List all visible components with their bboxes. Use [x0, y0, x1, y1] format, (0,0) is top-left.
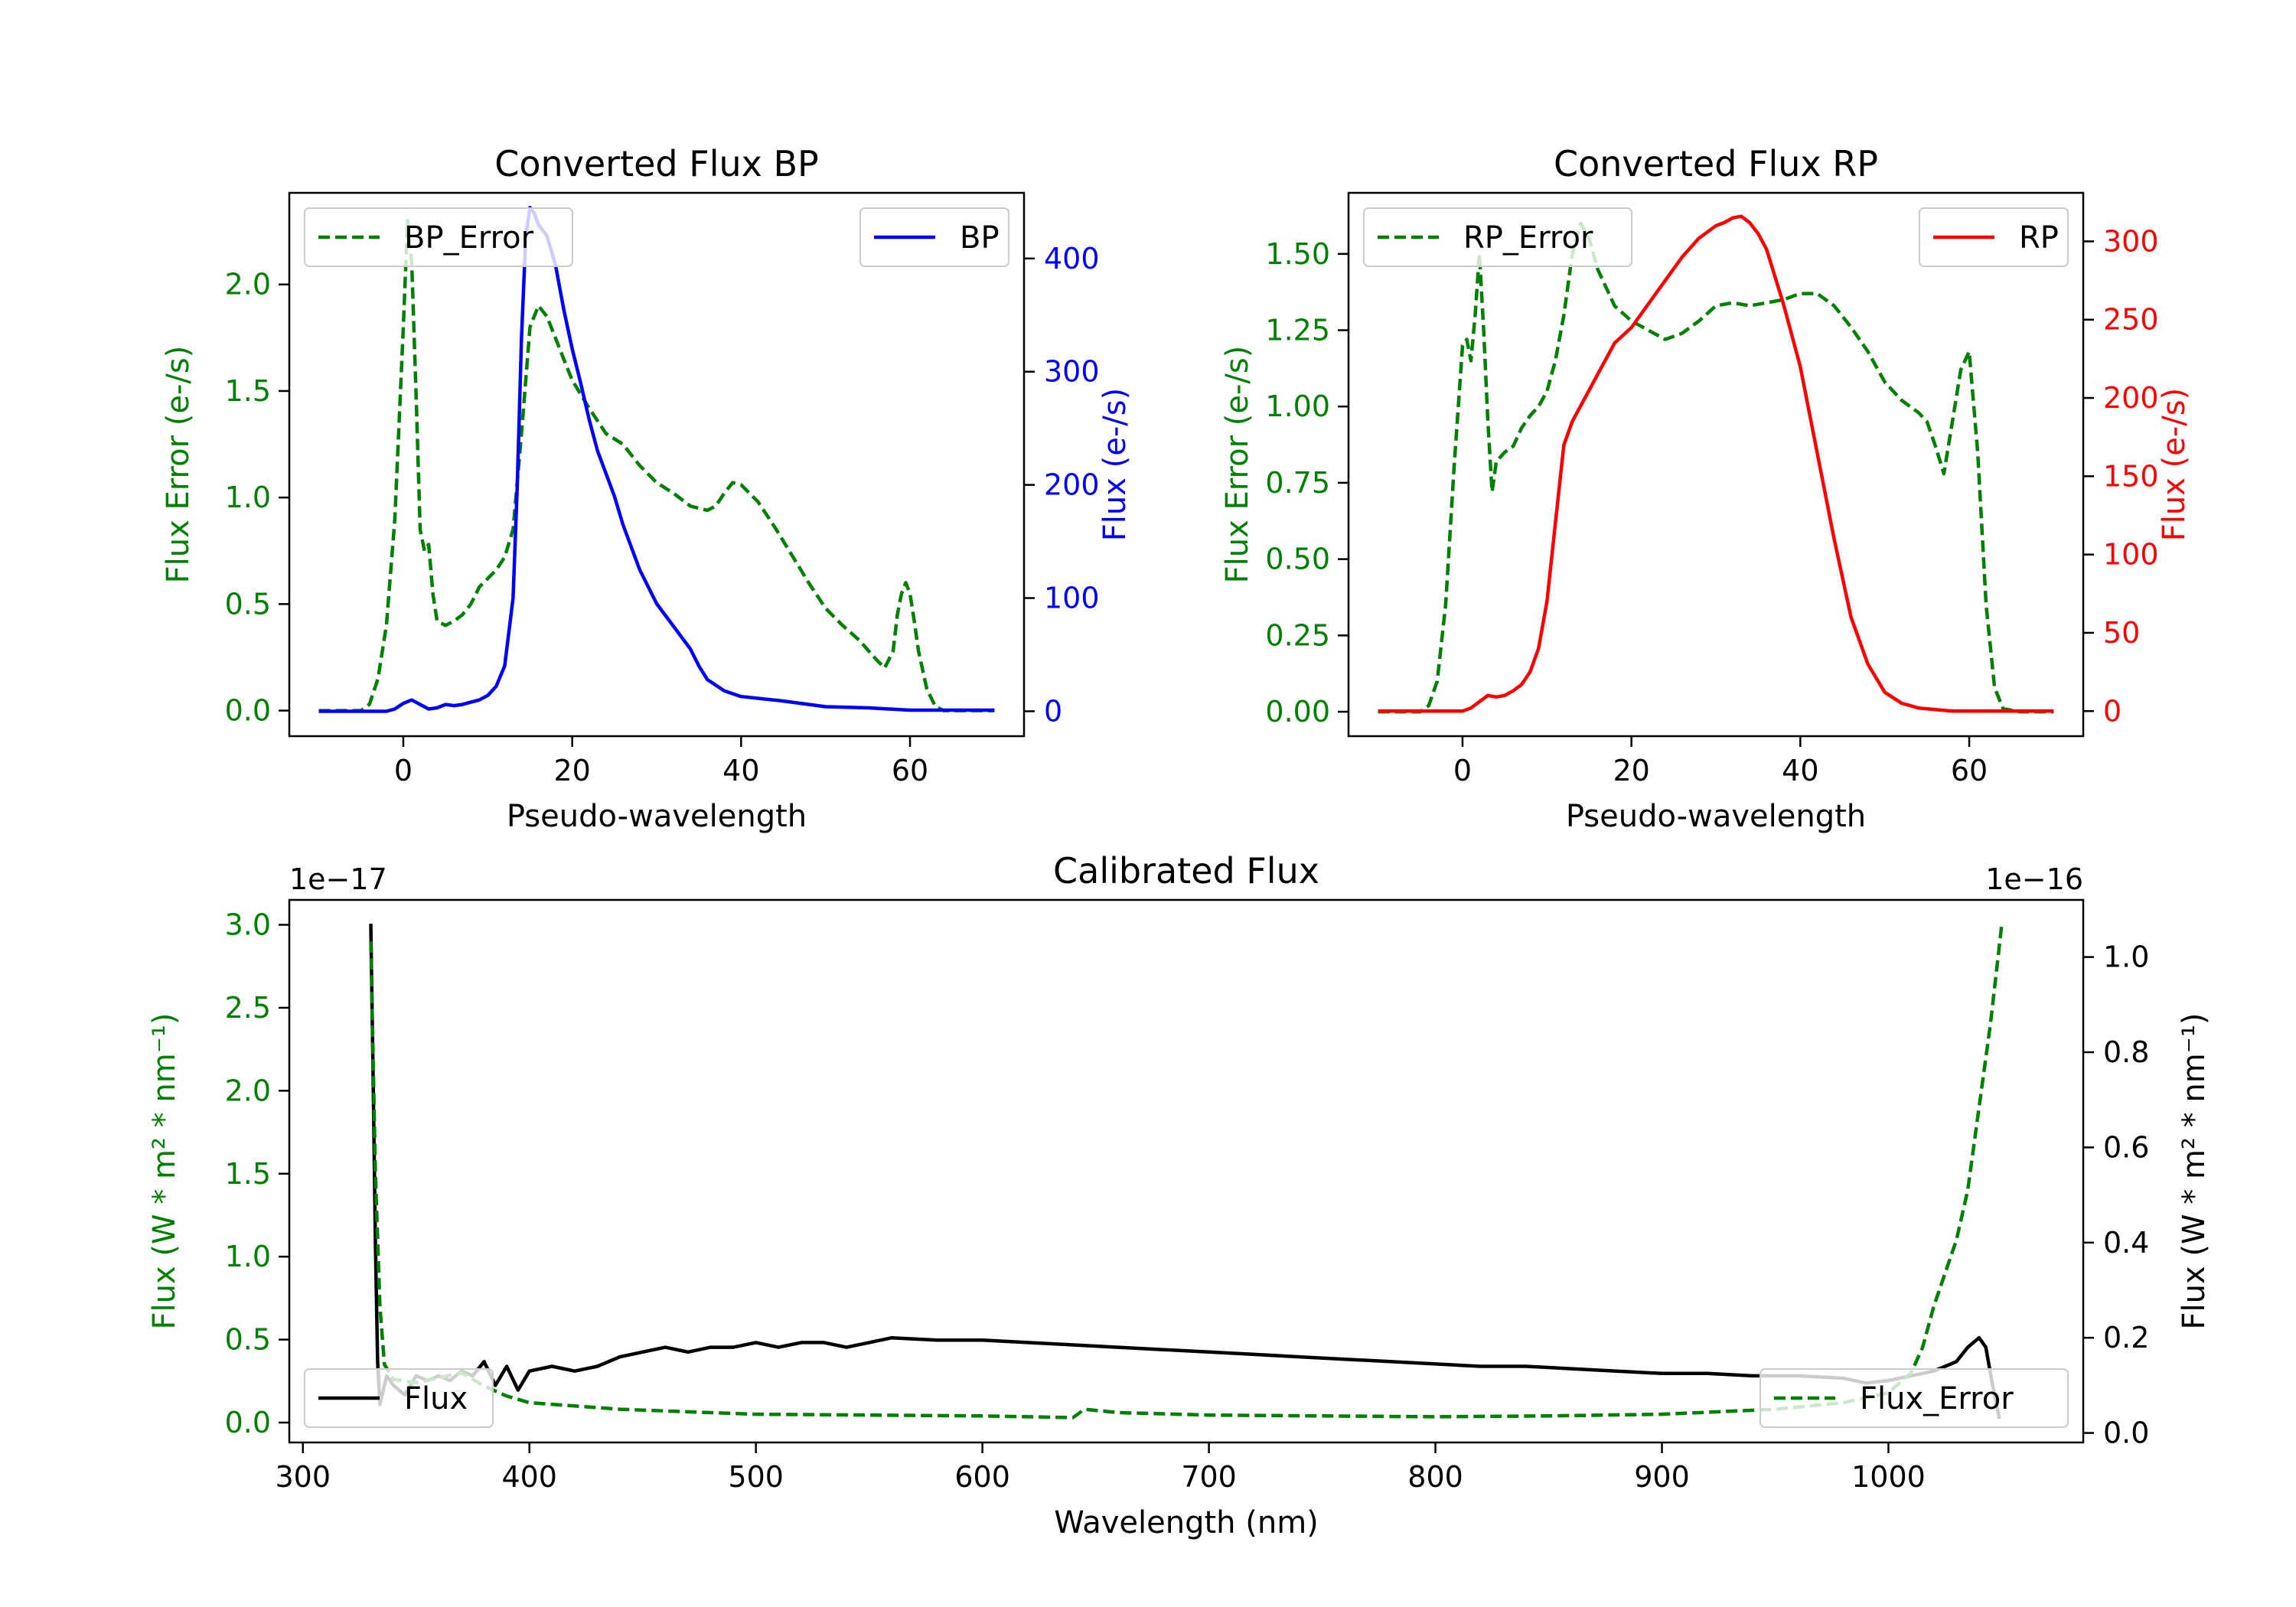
- bp-xtick-label: 20: [553, 754, 590, 787]
- bp-ytick-left-label: 0.5: [225, 587, 271, 621]
- rp-xtick-label: 40: [1782, 754, 1818, 787]
- calibrated-title: Calibrated Flux: [1053, 850, 1319, 892]
- calibrated-ytick-left-label: 1.5: [225, 1157, 271, 1191]
- rp-xtick-label: 20: [1613, 754, 1649, 787]
- calibrated-ytick-left-label: 1.0: [225, 1240, 271, 1273]
- rp-ytick-left-label: 0.50: [1265, 543, 1330, 576]
- calibrated-xtick-label: 1000: [1851, 1460, 1926, 1494]
- rp-legend-error: RP_Error: [1363, 207, 1632, 267]
- calibrated-ytick-right-label: 0.2: [2103, 1321, 2149, 1354]
- rp-ylabel-right: Flux (e-/s): [2157, 388, 2192, 541]
- bp-ytick-right-label: 200: [1044, 468, 1100, 502]
- rp-title: Converted Flux RP: [1554, 143, 1878, 184]
- calibrated-legend-flux-label: Flux: [404, 1381, 468, 1416]
- calibrated-xtick-label: 800: [1407, 1460, 1463, 1494]
- calibrated-ytick-right-label: 0.4: [2103, 1226, 2149, 1260]
- calibrated-ytick-left-label: 3.0: [225, 908, 271, 942]
- bp-legend-error: BP_Error: [304, 207, 573, 267]
- rp-xtick-label: 60: [1951, 754, 1988, 787]
- rp-xlabel: Pseudo-wavelength: [1566, 799, 1866, 834]
- rp-legend-error-label: RP_Error: [1463, 220, 1593, 256]
- bp-legend-flux: BP: [859, 207, 1009, 267]
- calibrated-ylabel-right: Flux (W * m² * nm⁻¹): [2177, 1013, 2212, 1330]
- rp-series-rp-error: [1378, 221, 2054, 714]
- bp-title: Converted Flux BP: [494, 143, 819, 184]
- calibrated-xtick-label: 500: [728, 1460, 784, 1494]
- bp-xlabel: Pseudo-wavelength: [507, 799, 807, 834]
- calibrated-multiplier-left: 1e−17: [289, 862, 387, 896]
- rp-ytick-right-label: 150: [2103, 459, 2159, 493]
- bp-frame: [288, 191, 1026, 738]
- bp-xtick-label: 60: [892, 754, 928, 787]
- calibrated-multiplier-right: 1e−16: [1985, 862, 2083, 896]
- bp-series-bp-error: [318, 218, 995, 712]
- bp-chart: 0 20 40 60 0.0 0.5 1.0 1.5 2.0 0 100 200 300 400 Conve…: [161, 143, 1133, 834]
- rp-xtick-label: 0: [1453, 754, 1472, 787]
- calibrated-legend-flux: Flux: [304, 1368, 494, 1428]
- calibrated-ytick-left-label: 0.5: [225, 1323, 271, 1357]
- rp-ytick-left-label: 0.75: [1265, 466, 1330, 500]
- rp-ytick-right-label: 100: [2103, 538, 2159, 572]
- bp-xtick-label: 0: [394, 754, 413, 787]
- calibrated-ytick-right-label: 0.8: [2103, 1035, 2149, 1069]
- calibrated-legend-flux-error: Flux_Error: [1760, 1368, 2069, 1428]
- bp-ytick-right-label: 400: [1044, 242, 1100, 275]
- calibrated-ytick-right-label: 0.6: [2103, 1130, 2149, 1164]
- bp-ylabel-left: Flux Error (e-/s): [161, 346, 196, 584]
- rp-legend-flux: RP: [1919, 207, 2069, 267]
- rp-ytick-right-label: 250: [2103, 303, 2159, 337]
- rp-frame: [1347, 191, 2085, 738]
- rp-ytick-left-label: 0.00: [1265, 695, 1330, 729]
- rp-ytick-left-label: 1.50: [1265, 237, 1330, 271]
- bp-ytick-left-label: 1.0: [225, 481, 271, 514]
- calibrated-chart: 300 400 500 600 700 800 900 1000 0.0 0.5 1.0 1.5 2.0…: [147, 850, 2212, 1540]
- calibrated-legend-flux-frame: [304, 1368, 494, 1428]
- bp-ytick-left-label: 0.0: [225, 694, 271, 728]
- calibrated-ytick-right-label: 0.0: [2103, 1416, 2149, 1450]
- bp-ytick-left-label: 1.5: [225, 374, 271, 408]
- bp-legend-error-label: BP_Error: [404, 220, 534, 256]
- calibrated-legend-flux-error-frame: [1760, 1368, 2069, 1428]
- calibrated-ytick-right-label: 1.0: [2103, 940, 2149, 974]
- calibrated-xtick-label: 900: [1634, 1460, 1690, 1494]
- calibrated-xtick-label: 300: [275, 1460, 331, 1494]
- calibrated-xtick-label: 600: [954, 1460, 1010, 1494]
- bp-legend-flux-label: BP: [960, 220, 1000, 256]
- bp-xtick-label: 40: [722, 754, 759, 787]
- calibrated-ylabel-left: Flux (W * m² * nm⁻¹): [147, 1013, 182, 1330]
- rp-ylabel-left: Flux Error (e-/s): [1220, 346, 1255, 584]
- calibrated-frame: [288, 898, 2085, 1444]
- rp-legend-error-frame: [1363, 207, 1632, 267]
- calibrated-ytick-left-label: 0.0: [225, 1406, 271, 1439]
- rp-ytick-right-label: 200: [2103, 381, 2159, 415]
- rp-ytick-left-label: 1.25: [1265, 313, 1330, 347]
- calibrated-xlabel: Wavelength (nm): [1054, 1505, 1319, 1540]
- bp-ytick-right-label: 100: [1044, 582, 1100, 615]
- bp-ytick-right-label: 300: [1044, 355, 1100, 389]
- bp-ylabel-right: Flux (e-/s): [1097, 388, 1133, 541]
- rp-ytick-right-label: 50: [2103, 616, 2140, 650]
- rp-ytick-left-label: 0.25: [1265, 618, 1330, 652]
- rp-legend-flux-label: RP: [2019, 220, 2059, 256]
- bp-ytick-left-label: 2.0: [225, 268, 271, 302]
- calibrated-ytick-left-label: 2.5: [225, 991, 271, 1025]
- bp-legend-error-frame: [304, 207, 573, 267]
- rp-series-rp: [1378, 214, 2054, 713]
- calibrated-xtick-label: 700: [1181, 1460, 1237, 1494]
- calibrated-legend-flux-error-label: Flux_Error: [1860, 1381, 2014, 1416]
- rp-ytick-left-label: 1.00: [1265, 390, 1330, 423]
- calibrated-ytick-left-label: 2.0: [225, 1074, 271, 1107]
- calibrated-xtick-label: 400: [501, 1460, 557, 1494]
- rp-ytick-right-label: 0: [2103, 694, 2122, 728]
- rp-ytick-right-label: 300: [2103, 224, 2159, 258]
- rp-chart: 0 20 40 60 0.00 0.25 0.50 0.75 1.00 1.25 1.50 0 50 10…: [1220, 143, 2192, 834]
- bp-ytick-right-label: 0: [1044, 694, 1062, 728]
